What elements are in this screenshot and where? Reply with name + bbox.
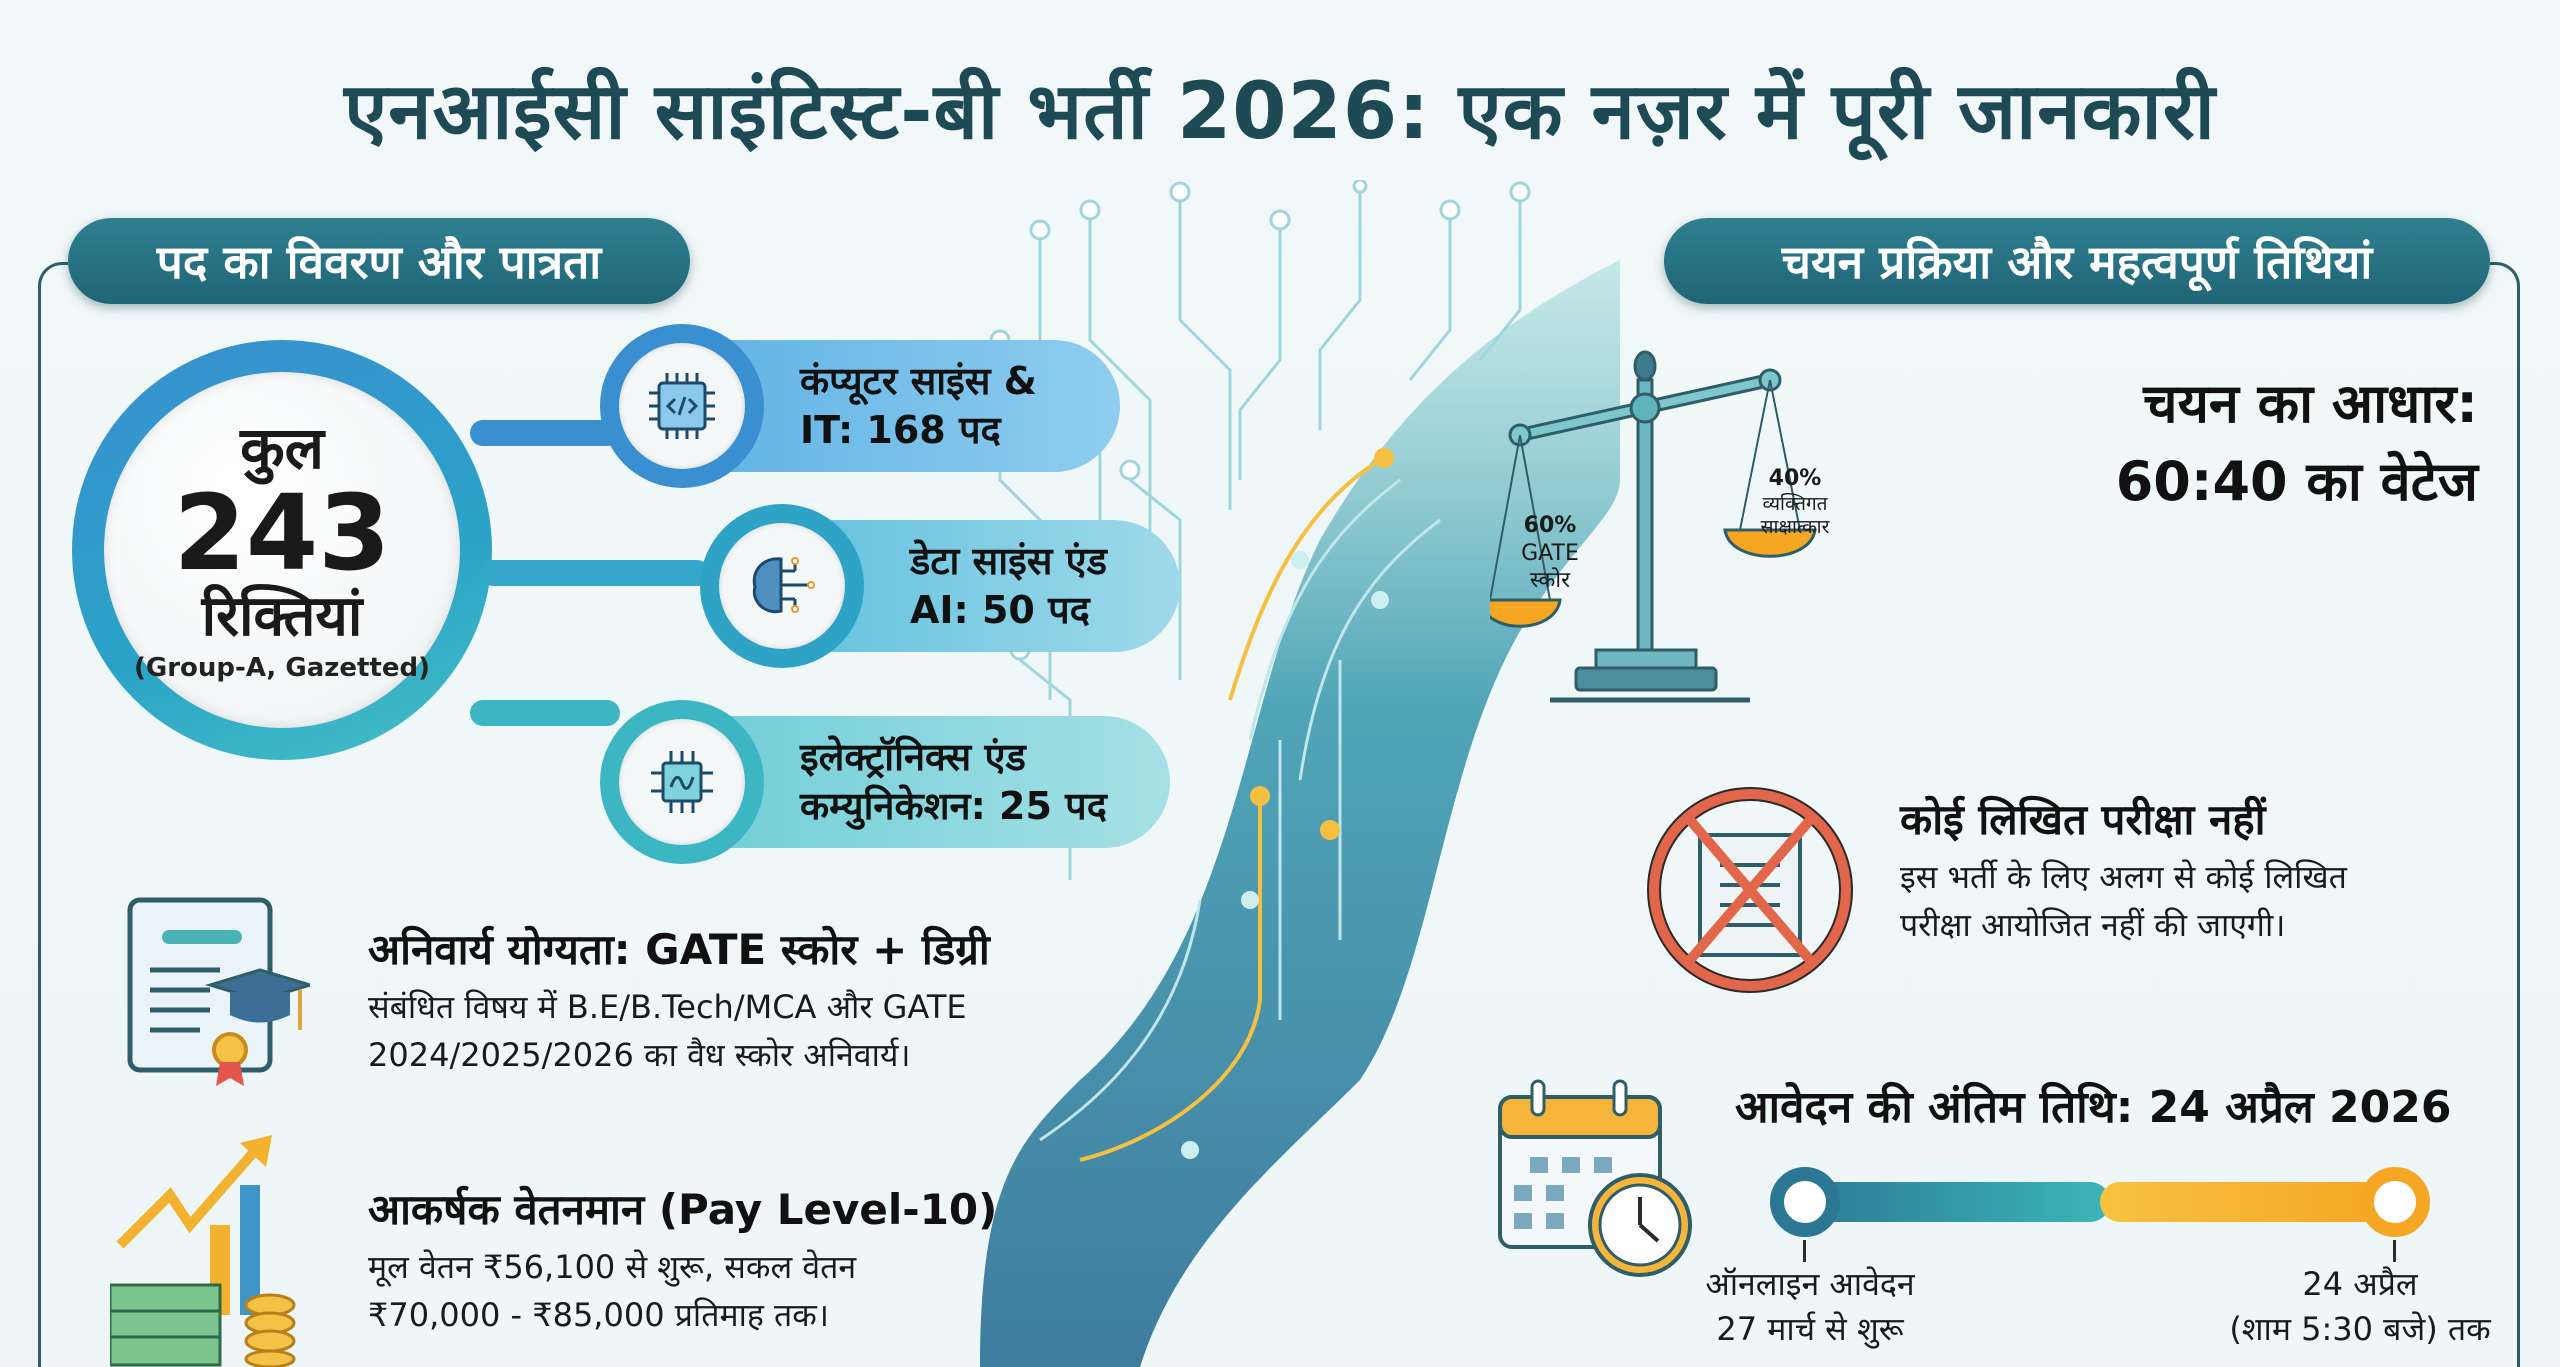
total-vacancies-circle: कुल 243 रिक्तियां (Group-A, Gazetted) <box>104 372 460 728</box>
left-section-header: पद का विवरण और पात्रता <box>68 218 690 304</box>
salary-block: आकर्षक वेतनमान (Pay Level-10) मूल वेतन ₹… <box>368 1180 997 1339</box>
vacancies-label: रिक्तियां <box>201 583 363 649</box>
qualification-line2: 2024/2025/2026 का वैध स्कोर अनिवार्य। <box>368 1036 911 1074</box>
timeline-start-line2: 27 मार्च से शुरू <box>1716 1309 1904 1348</box>
timeline-end-node <box>2360 1167 2430 1237</box>
scale-right-pct: 40% <box>1768 466 1822 491</box>
circle-connector-bottom <box>470 700 620 726</box>
scale-left-line2: स्कोर <box>1529 568 1571 593</box>
ai-brain-icon <box>752 557 815 614</box>
no-exam-line2: परीक्षा आयोजित नहीं की जाएगी। <box>1900 906 2286 944</box>
timeline-end-line1: 24 अप्रैल <box>2302 1265 2418 1303</box>
page-title: एनआईसी साइंटिस्ट-बी भर्ती 2026: एक नज़र … <box>344 67 2216 157</box>
ai-brain-icon-badge <box>700 504 864 668</box>
selection-basis-line1: चयन का आधार: <box>2143 372 2478 435</box>
salary-heading: आकर्षक वेतनमान (Pay Level-10) <box>368 1185 998 1234</box>
scale-right-pan-label: 40% व्यक्तिगत साक्षात्कार <box>1740 465 1850 540</box>
code-chip-icon <box>649 373 715 439</box>
timeline-bar-start <box>1790 1182 2110 1222</box>
salary-line1: मूल वेतन ₹56,100 से शुरू, सकल वेतन <box>368 1248 857 1286</box>
code-chip-icon-badge <box>600 324 764 488</box>
circle-connector-top <box>470 420 620 446</box>
timeline-end-line2: (शाम 5:30 बजे) तक <box>2229 1309 2491 1348</box>
group-note: (Group-A, Gazetted) <box>134 653 430 684</box>
salary-line2: ₹70,000 - ₹85,000 प्रतिमाह तक। <box>368 1296 829 1334</box>
scale-right-line2: साक्षात्कार <box>1760 516 1830 539</box>
vacancy-cs-it-line2: IT: 168 पद <box>800 408 1001 452</box>
no-exam-line1: इस भर्ती के लिए अलग से कोई लिखित <box>1900 858 2347 896</box>
electronics-chip-icon <box>651 751 713 813</box>
no-written-exam-icon <box>1647 787 1853 993</box>
vacancy-ece-line2: कम्युनिकेशन: 25 पद <box>800 784 1107 828</box>
no-exam-block: कोई लिखित परीक्षा नहीं इस भर्ती के लिए अ… <box>1900 790 2347 949</box>
vacancy-ds-ai-line2: AI: 50 पद <box>910 588 1090 632</box>
scale-left-pct: 60% <box>1523 513 1577 538</box>
no-exam-heading: कोई लिखित परीक्षा नहीं <box>1900 795 2266 844</box>
selection-basis: चयन का आधार: 60:40 का वेटेज <box>2116 365 2478 522</box>
vacancy-cs-it-line1: कंप्यूटर साइंस & <box>800 358 1037 403</box>
timeline-end-label: 24 अप्रैल (शाम 5:30 बजे) तक <box>2210 1262 2510 1352</box>
selection-basis-line2: 60:40 का वेटेज <box>2115 450 2478 514</box>
deadline-heading-block: आवेदन की अंतिम तिथि: 24 अप्रैल 2026 <box>1735 1075 2451 1135</box>
timeline-end-tick <box>2393 1240 2396 1262</box>
vacancy-ds-ai-line1: डेटा साइंस एंड <box>910 538 1108 583</box>
calendar-clock-icon <box>1498 1079 1692 1277</box>
deadline-heading: आवेदन की अंतिम तिथि: 24 अप्रैल 2026 <box>1735 1082 2452 1133</box>
scale-left-line1: GATE <box>1521 540 1579 566</box>
vacancy-ece-line1: इलेक्ट्रॉनिक्स एंड <box>800 734 1026 779</box>
qualification-line1: संबंधित विषय में B.E/B.Tech/MCA और GATE <box>368 988 967 1026</box>
scale-left-pan-label: 60% GATE स्कोर <box>1510 512 1590 595</box>
right-frame-line <box>2490 262 2520 1367</box>
circuit-river-decoration <box>980 180 1620 1367</box>
timeline-start-line1: ऑनलाइन आवेदन <box>1705 1265 1915 1303</box>
timeline-bar-end <box>2100 1182 2400 1222</box>
timeline-start-node <box>1770 1167 1840 1237</box>
timeline-start-tick <box>1803 1240 1806 1262</box>
electronics-chip-icon-badge <box>600 700 764 864</box>
qualification-block: अनिवार्य योग्यता: GATE स्कोर + डिग्री सं… <box>368 920 990 1079</box>
degree-certificate-icon <box>127 897 310 1086</box>
timeline-start-label: ऑनलाइन आवेदन 27 मार्च से शुरू <box>1700 1262 1920 1352</box>
total-label: कुल <box>240 413 324 482</box>
circle-connector-mid <box>480 560 710 586</box>
qualification-heading: अनिवार्य योग्यता: GATE स्कोर + डिग्री <box>368 925 990 974</box>
balance-scale-icon <box>1490 350 1817 703</box>
total-count: 243 <box>173 471 391 594</box>
scale-right-line1: व्यक्तिगत <box>1762 492 1828 515</box>
right-section-header: चयन प्रक्रिया और महत्वपूर्ण तिथियां <box>1664 218 2490 304</box>
left-frame-line <box>38 262 68 1367</box>
money-growth-icon <box>110 1135 296 1367</box>
